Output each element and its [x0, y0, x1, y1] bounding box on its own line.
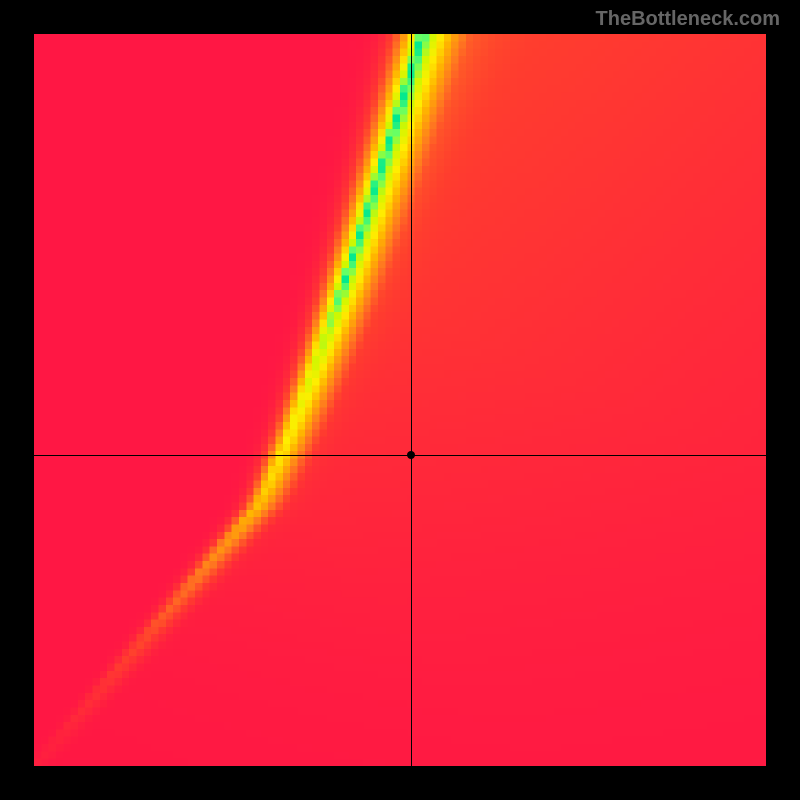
crosshair-dot	[407, 451, 415, 459]
crosshair-vertical	[411, 34, 412, 766]
crosshair-horizontal	[34, 455, 766, 456]
watermark-text: TheBottleneck.com	[596, 8, 780, 31]
heatmap-plot	[34, 34, 766, 766]
heatmap-canvas	[34, 34, 766, 766]
chart-container: TheBottleneck.com	[0, 0, 800, 800]
